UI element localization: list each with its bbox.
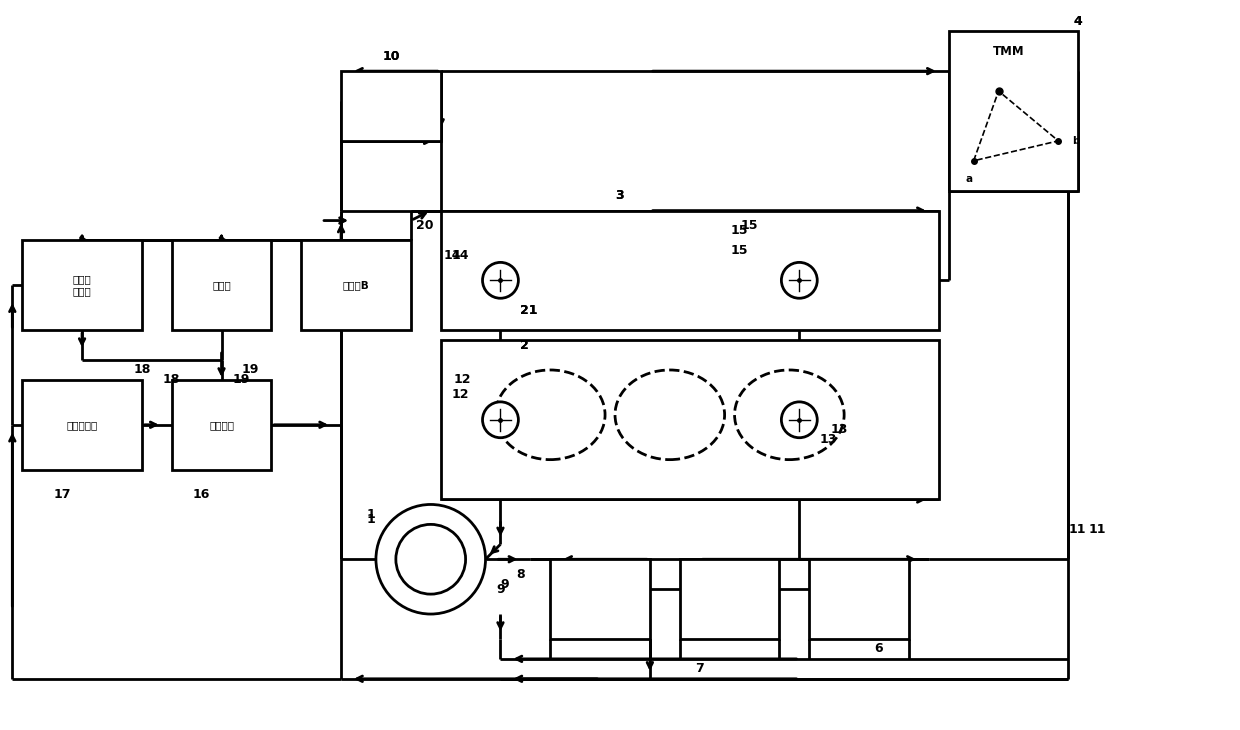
Text: 13: 13 bbox=[820, 433, 837, 446]
Text: 17: 17 bbox=[53, 488, 71, 501]
Bar bbox=[949, 31, 1079, 191]
Text: 21: 21 bbox=[521, 304, 538, 317]
Ellipse shape bbox=[496, 370, 605, 460]
Text: 14: 14 bbox=[443, 249, 460, 262]
Circle shape bbox=[376, 504, 486, 614]
Text: 20: 20 bbox=[415, 219, 433, 232]
Text: 4: 4 bbox=[1074, 15, 1083, 28]
Bar bbox=[22, 380, 141, 469]
Text: 11: 11 bbox=[1069, 523, 1086, 536]
Circle shape bbox=[482, 402, 518, 438]
Text: 3: 3 bbox=[616, 189, 624, 202]
Bar bbox=[440, 210, 939, 330]
Bar bbox=[341, 71, 440, 141]
Bar bbox=[440, 340, 939, 499]
Text: 14: 14 bbox=[451, 249, 470, 262]
Text: 15: 15 bbox=[740, 219, 758, 232]
Circle shape bbox=[781, 262, 817, 299]
Text: 2: 2 bbox=[521, 339, 529, 352]
Text: 10: 10 bbox=[382, 50, 399, 63]
Text: 6: 6 bbox=[874, 642, 883, 656]
Text: 11: 11 bbox=[1089, 523, 1106, 536]
Text: 中冷器: 中冷器 bbox=[212, 280, 231, 291]
Text: 2: 2 bbox=[521, 339, 529, 352]
Ellipse shape bbox=[734, 370, 844, 460]
Text: 8: 8 bbox=[516, 568, 525, 580]
Text: 1: 1 bbox=[367, 513, 376, 526]
Bar bbox=[22, 240, 141, 330]
Text: 10: 10 bbox=[382, 50, 399, 63]
Circle shape bbox=[482, 262, 518, 299]
Text: 12: 12 bbox=[451, 388, 470, 402]
Text: 19: 19 bbox=[242, 364, 259, 377]
Bar bbox=[301, 240, 410, 330]
Text: 低温散热器: 低温散热器 bbox=[67, 420, 98, 430]
Text: TMM: TMM bbox=[993, 45, 1024, 58]
Text: 21: 21 bbox=[521, 304, 538, 317]
Circle shape bbox=[396, 524, 465, 594]
Text: 13: 13 bbox=[831, 423, 848, 437]
Text: 3: 3 bbox=[616, 189, 624, 202]
Text: 9: 9 bbox=[496, 583, 505, 596]
Text: 蓄水壶B: 蓄水壶B bbox=[342, 280, 370, 291]
Text: 9: 9 bbox=[501, 577, 510, 591]
Bar bbox=[171, 240, 272, 330]
Text: 电子水泵: 电子水泵 bbox=[210, 420, 234, 430]
Text: 18: 18 bbox=[162, 374, 180, 386]
Text: 增压器
冷却器: 增压器 冷却器 bbox=[73, 274, 92, 296]
Text: 15: 15 bbox=[730, 244, 748, 257]
Ellipse shape bbox=[615, 370, 724, 460]
Text: 1: 1 bbox=[367, 508, 376, 521]
Text: 19: 19 bbox=[233, 374, 250, 386]
Text: 15: 15 bbox=[730, 224, 748, 237]
Circle shape bbox=[781, 402, 817, 438]
Bar bbox=[680, 559, 780, 639]
Text: 4: 4 bbox=[1074, 15, 1083, 28]
Bar bbox=[551, 559, 650, 639]
Bar bbox=[171, 380, 272, 469]
Text: 12: 12 bbox=[453, 374, 470, 386]
Text: 7: 7 bbox=[696, 662, 704, 675]
Text: a: a bbox=[965, 174, 972, 184]
Text: 18: 18 bbox=[133, 364, 150, 377]
Text: b: b bbox=[1073, 136, 1080, 146]
Bar bbox=[810, 559, 909, 639]
Text: 16: 16 bbox=[193, 488, 211, 501]
